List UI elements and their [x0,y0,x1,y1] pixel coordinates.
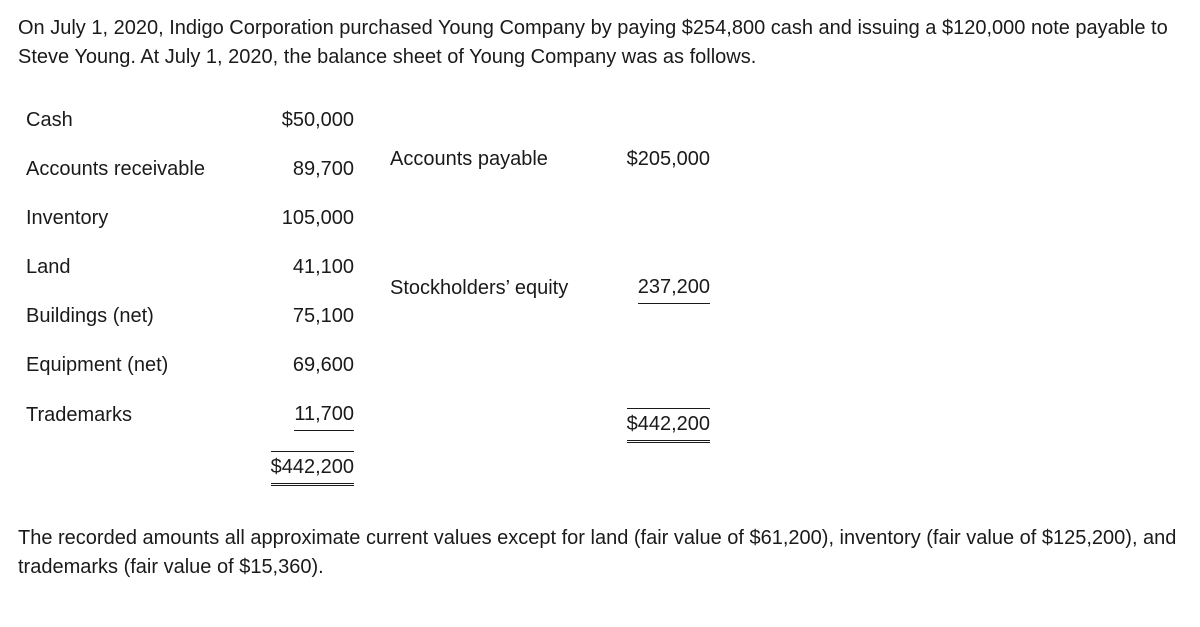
table-row: Inventory 105,000 [26,194,366,243]
table-row: Equipment (net) 69,600 [26,341,366,390]
balance-sheet: Cash $50,000 Accounts receivable 89,700 … [26,96,1182,496]
asset-label: Buildings (net) [26,292,254,341]
table-row: Land 41,100 [26,243,366,292]
asset-label: Inventory [26,194,254,243]
footnote-paragraph: The recorded amounts all approximate cur… [18,524,1182,582]
asset-label: Equipment (net) [26,341,254,390]
asset-label: Accounts receivable [26,145,254,194]
asset-label: Trademarks [26,390,254,441]
asset-amount: 69,600 [254,341,366,390]
asset-amount: 11,700 [254,390,366,441]
table-row: Accounts receivable 89,700 [26,145,366,194]
assets-total-row: $442,200 [26,441,366,496]
asset-amount: 105,000 [254,194,366,243]
liabilities-equity-table: Accounts payable $205,000 Stockholders’ … [390,96,722,496]
assets-table: Cash $50,000 Accounts receivable 89,700 … [26,96,366,496]
table-row: Buildings (net) 75,100 [26,292,366,341]
liab-equity-total: $442,200 [610,354,722,496]
liab-amount: 237,200 [610,222,722,354]
asset-amount: 41,100 [254,243,366,292]
liab-amount: $205,000 [610,96,722,222]
intro-paragraph: On July 1, 2020, Indigo Corporation purc… [18,14,1182,72]
table-row: Trademarks 11,700 [26,390,366,441]
asset-label: Cash [26,96,254,145]
liab-label: Stockholders’ equity [390,222,610,354]
asset-label: Land [26,243,254,292]
table-row: Stockholders’ equity 237,200 [390,222,722,354]
liab-equity-total-row: $442,200 [390,354,722,496]
table-row: Cash $50,000 [26,96,366,145]
asset-amount: 75,100 [254,292,366,341]
liab-label: Accounts payable [390,96,610,222]
asset-amount: 89,700 [254,145,366,194]
assets-total: $442,200 [254,441,366,496]
table-row: Accounts payable $205,000 [390,96,722,222]
asset-amount: $50,000 [254,96,366,145]
